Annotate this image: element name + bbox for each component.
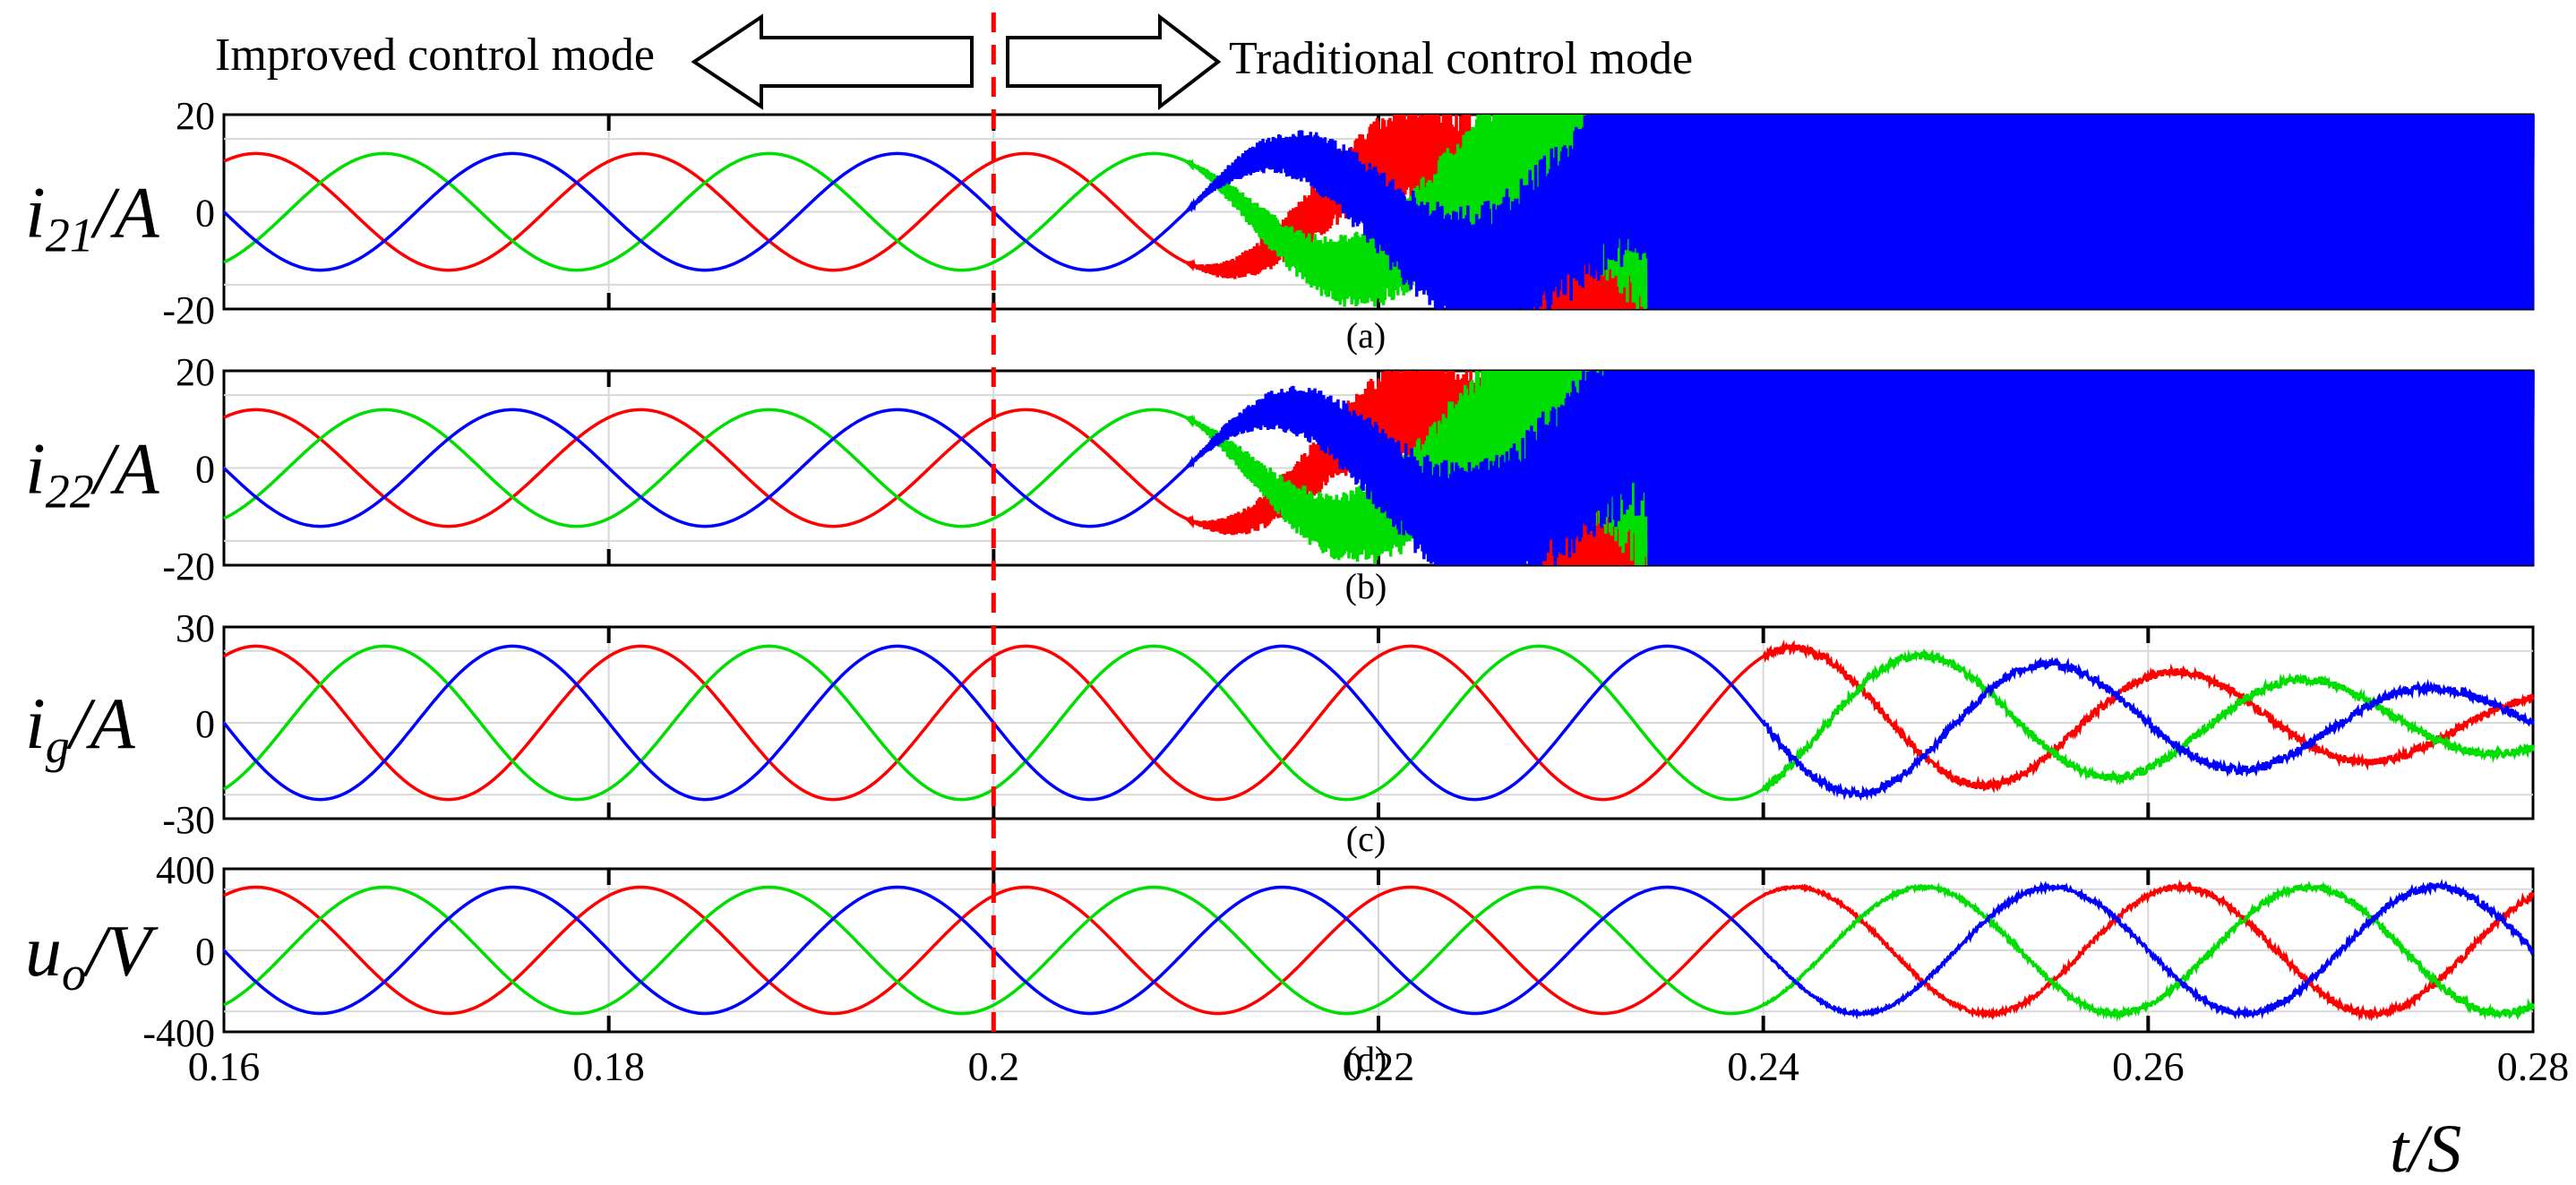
- y-tick-label: 20: [176, 94, 215, 138]
- right-arrow-icon: [1006, 13, 1222, 111]
- y-tick-label: 30: [176, 606, 215, 650]
- series-green: [223, 880, 2535, 1022]
- panel-caption: (d): [1345, 1039, 1387, 1079]
- x-tick-label: 0.18: [572, 1043, 645, 1089]
- y-tick-label: 400: [156, 848, 215, 892]
- x-tick-label: 0.16: [188, 1043, 261, 1089]
- y-tick-label: 0: [195, 702, 215, 746]
- y-tick-label: 0: [195, 448, 215, 492]
- x-tick-label: 0.24: [1727, 1043, 1799, 1089]
- series-green: [223, 644, 2535, 802]
- x-tick-label: 0.26: [2112, 1043, 2185, 1089]
- y-tick-label: 20: [176, 350, 215, 394]
- series-red: [223, 640, 2535, 802]
- series-blue: [222, 114, 2535, 310]
- panel-4: 400 0 -400 uo/V (d) 0.16 0.18 0.2 0.22 0.24 0.26 0.…: [25, 848, 2569, 1089]
- panel-3: 30 0 -30 ig/A (c): [25, 606, 2535, 859]
- y-tick-label: -20: [162, 545, 215, 588]
- y-axis-label: ig/A: [25, 683, 136, 773]
- series-blue: [222, 644, 2535, 802]
- y-axis-label: i21/A: [25, 172, 160, 262]
- x-axis-label: t/S: [2390, 1112, 2461, 1185]
- y-axis-label: i22/A: [25, 428, 160, 519]
- y-tick-label: -400: [142, 1011, 215, 1055]
- y-tick-label: -30: [162, 798, 215, 842]
- x-tick-label: 0.2: [968, 1043, 1020, 1089]
- series-blue: [222, 879, 2534, 1020]
- traditional-mode-label: Traditional control mode: [1229, 33, 1693, 84]
- left-arrow-icon: [691, 13, 974, 110]
- y-tick-label: -20: [162, 288, 215, 332]
- y-tick-label: 0: [195, 930, 215, 974]
- y-axis-label: uo/V: [25, 910, 159, 1000]
- y-tick-label: 0: [195, 192, 215, 236]
- panels: 200-20i21/A(a)200-20i22/A(b)300-30ig/A(c…: [25, 94, 2569, 1089]
- series-red: [223, 879, 2535, 1022]
- panel-caption: (c): [1346, 819, 1386, 859]
- x-tick-label: 0.22: [1343, 1043, 1415, 1089]
- panel-caption: (b): [1345, 566, 1387, 606]
- series-blue: [222, 370, 2535, 566]
- improved-mode-label: Improved control mode: [215, 30, 655, 81]
- panel-caption: (a): [1346, 315, 1386, 356]
- x-tick-label: 0.28: [2497, 1043, 2570, 1089]
